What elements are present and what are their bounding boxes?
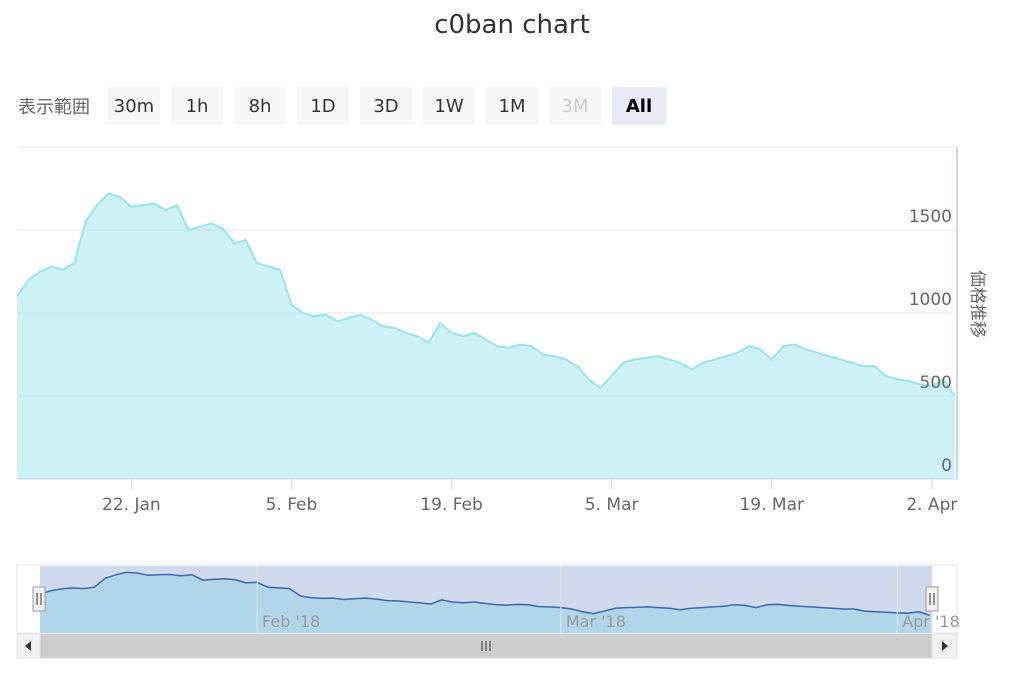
navigator-tick-label: Apr '18 <box>902 612 960 631</box>
y-tick-label: 1000 <box>909 290 952 310</box>
navigator-right-handle[interactable] <box>925 586 939 612</box>
price-area <box>17 193 955 479</box>
navigator-area <box>40 572 930 633</box>
x-tick-label: 5. Mar <box>585 495 639 515</box>
range-3m-button[interactable]: 3M <box>549 87 601 125</box>
navigator-tick-label: Feb '18 <box>262 612 320 631</box>
chart-title: c0ban chart <box>434 10 590 40</box>
y-axis-label: 価格推移 <box>967 270 987 338</box>
range-1h-button[interactable]: 1h <box>171 87 223 125</box>
x-tick-label: 19. Feb <box>420 495 483 515</box>
y-tick-label: 500 <box>920 373 952 393</box>
range-3d-button[interactable]: 3D <box>360 87 412 125</box>
range-all-button[interactable]: All <box>612 87 666 125</box>
range-30m-button[interactable]: 30m <box>108 87 160 125</box>
range-8h-button[interactable]: 8h <box>234 87 286 125</box>
x-tick-label: 2. Apr <box>906 495 957 515</box>
navigator[interactable]: Feb '18 Mar '18 Apr '18 <box>16 564 960 634</box>
scrollbar[interactable] <box>16 633 958 659</box>
range-1w-button[interactable]: 1W <box>423 87 475 125</box>
x-tick-label: 5. Feb <box>266 495 318 515</box>
arrow-left-icon <box>25 641 31 651</box>
arrow-right-icon <box>942 641 948 651</box>
navigator-line <box>39 571 931 617</box>
range-1d-button[interactable]: 1D <box>297 87 349 125</box>
x-tick-label: 22. Jan <box>102 495 161 515</box>
range-1m-button[interactable]: 1M <box>486 87 538 125</box>
y-tick-label: 0 <box>941 456 952 476</box>
x-tick-label: 19. Mar <box>739 495 804 515</box>
y-tick-label: 1500 <box>909 207 952 227</box>
navigator-tick-label: Mar '18 <box>566 612 626 631</box>
navigator-left-handle[interactable] <box>32 586 46 612</box>
range-selector-label: 表示範囲 <box>18 97 90 118</box>
